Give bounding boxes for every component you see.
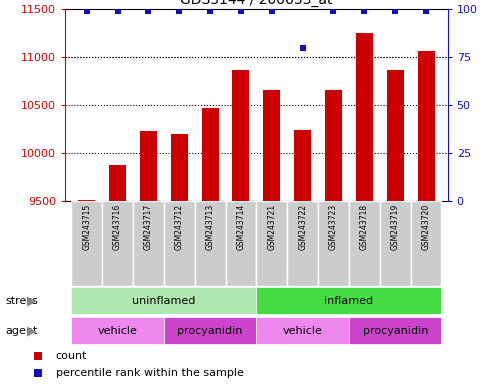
Bar [380,201,411,286]
Text: GSM243713: GSM243713 [206,204,214,250]
Bar [318,201,349,286]
Bar [102,201,133,286]
Bar [164,201,195,286]
Bar [140,131,157,384]
Bar [71,317,164,344]
Bar [133,201,164,286]
Bar [294,130,311,384]
Text: GSM243720: GSM243720 [422,204,430,250]
Bar [202,108,218,384]
Bar [71,201,102,286]
Text: vehicle: vehicle [282,326,322,336]
Bar [356,33,373,384]
Text: ▶: ▶ [27,294,37,307]
Text: GSM243722: GSM243722 [298,204,307,250]
Text: inflamed: inflamed [324,296,374,306]
Text: vehicle: vehicle [98,326,138,336]
Bar [171,134,188,384]
Bar [78,200,95,384]
Bar [256,317,349,344]
Bar [256,201,287,286]
Text: percentile rank within the sample: percentile rank within the sample [56,368,244,378]
Bar [109,165,126,384]
Bar [71,287,256,314]
Bar [263,90,280,384]
Bar [256,287,441,314]
Text: agent: agent [5,326,37,336]
Text: procyanidin: procyanidin [362,326,428,336]
Text: GSM243718: GSM243718 [360,204,369,250]
Text: GSM243717: GSM243717 [144,204,153,250]
Text: count: count [56,351,87,361]
Text: GSM243715: GSM243715 [82,204,91,250]
Bar [349,317,441,344]
Bar [411,201,441,286]
Bar [325,90,342,384]
Text: GSM243719: GSM243719 [390,204,400,250]
Text: GSM243714: GSM243714 [237,204,246,250]
Bar [349,201,380,286]
Text: uninflamed: uninflamed [132,296,196,306]
Text: GSM243712: GSM243712 [175,204,184,250]
Bar [418,51,434,384]
Bar [164,317,256,344]
Text: GSM243723: GSM243723 [329,204,338,250]
Bar [287,201,318,286]
Text: procyanidin: procyanidin [177,326,243,336]
Text: stress: stress [5,296,38,306]
Bar [233,70,249,384]
Text: ▶: ▶ [27,324,37,337]
Bar [387,70,404,384]
Bar [195,201,225,286]
Text: GSM243721: GSM243721 [267,204,276,250]
Bar [225,201,256,286]
Text: GSM243716: GSM243716 [113,204,122,250]
Title: GDS3144 / 200633_at: GDS3144 / 200633_at [180,0,333,7]
